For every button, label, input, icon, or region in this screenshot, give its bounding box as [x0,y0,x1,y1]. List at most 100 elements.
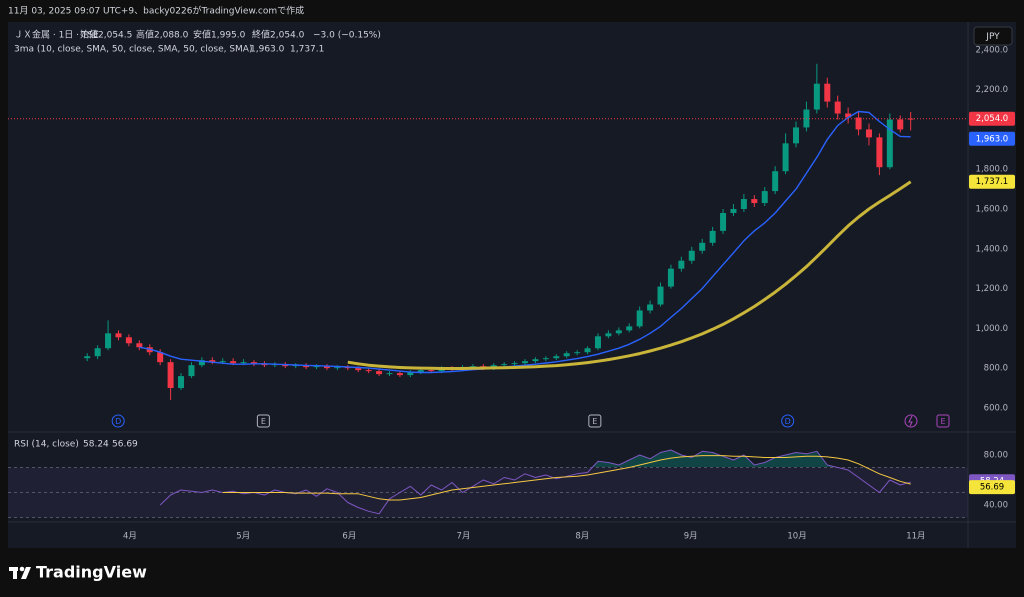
candle-body [772,171,779,192]
candle-body [136,343,143,348]
candle-body [115,333,122,338]
candle-body [865,129,872,138]
candle-body [667,268,674,287]
moving-average [347,180,912,370]
moving-average [139,110,911,374]
y-tick-label: 1,000.0 [976,324,1008,334]
candle-body [167,362,174,389]
candle-body [188,365,195,377]
logo [9,566,31,579]
currency[interactable]: JPY [985,32,1000,42]
candle-body [261,364,268,366]
candle-body [907,118,914,120]
candle-body [501,364,508,366]
currency-button[interactable] [973,26,1013,46]
x-tick-label: 6月 [342,532,356,542]
candle-body [532,359,539,362]
candle-body [428,370,435,372]
candle-body [178,376,185,389]
candle-body [198,360,205,366]
ma-label-box [969,131,1015,146]
indicator-value: 1,963.0 [250,45,285,55]
candle-body [417,370,424,373]
candle-body [230,361,237,364]
candle-body [396,373,403,376]
rsi-tick-label: 80.00 [984,451,1008,461]
candle-body [323,366,330,369]
ohlc-value: 1,995.0 [211,31,246,41]
candle-body [386,373,393,375]
ohlc-name: 終値 [252,29,270,41]
symbol: ＪＸ金属 · 1日 · TSE [14,29,99,41]
brand: TradingView [36,563,147,582]
candle-body [626,326,633,331]
candle-body [157,352,164,363]
event-marker [111,414,125,428]
y-tick-label: 1,600.0 [976,205,1008,215]
ma-label: 1,737.1 [976,177,1008,187]
x-tick-label: 5月 [236,532,250,542]
candle-body [636,310,643,327]
event-marker [781,414,795,428]
candle-body [740,199,747,210]
y-tick-label: 1,200.0 [976,284,1008,294]
indicator-value: 1,737.1 [290,45,324,55]
rsi-tick-label: 40.00 [984,501,1008,511]
event-label: E [592,417,597,426]
logo-shape [13,567,17,579]
ohlc-value: 2,054.5 [98,31,132,41]
candle-body [105,333,112,349]
y-tick-label: 2,400.0 [976,45,1008,55]
candle-body [813,83,820,110]
candle-body [730,209,737,213]
rsi-ma-value: 56.69 [112,440,138,450]
candle-body [240,362,247,364]
candle-body [855,117,862,130]
candle-body [407,372,414,376]
candle-body [657,286,664,305]
candle-body [699,242,706,251]
candle-body [542,358,549,360]
x-tick-label: 9月 [684,532,698,542]
candle-body [553,356,560,359]
event-label: D [785,417,791,426]
candle-body [615,330,622,334]
candle-body [334,367,341,369]
y-tick-label: 800.0 [984,364,1008,374]
y-tick-label: 2,200.0 [976,85,1008,95]
y-tick-label: 600.0 [984,403,1008,413]
ohlc-value: 2,054.0 [270,31,305,41]
candle-body [594,336,601,349]
ohlc-name: 安値 [193,29,211,41]
overbought-fill [592,450,836,467]
candle-body [793,127,800,144]
candle-body [574,352,581,354]
candle-body [834,101,841,114]
candle-body [209,360,216,363]
event-marker [588,414,602,428]
rsi-title: RSI (14, close) [14,440,79,450]
ohlc-name: 始値 [80,29,98,41]
event-label: D [115,417,121,426]
candle-body [605,333,612,337]
candle-body [219,361,226,363]
credit: 11月 03, 2025 09:07 UTC+9、backy0226がTradi… [8,5,304,17]
candle-body [761,191,768,204]
x-tick-label: 7月 [457,532,471,542]
candle-body [647,304,654,311]
event-label: E [940,417,945,426]
candle-body [720,212,727,231]
candle-body [824,83,831,102]
candle-body [688,250,695,261]
ma-label-box [969,174,1015,189]
logo-shape [21,567,31,579]
candle-body [469,366,476,368]
y-tick-label: 1,400.0 [976,244,1008,254]
candle-body [94,348,101,357]
candle-body [522,361,529,364]
candle-body [376,371,383,375]
candle-body [84,356,91,359]
candle-body [365,370,372,372]
event-label: E [261,417,266,426]
